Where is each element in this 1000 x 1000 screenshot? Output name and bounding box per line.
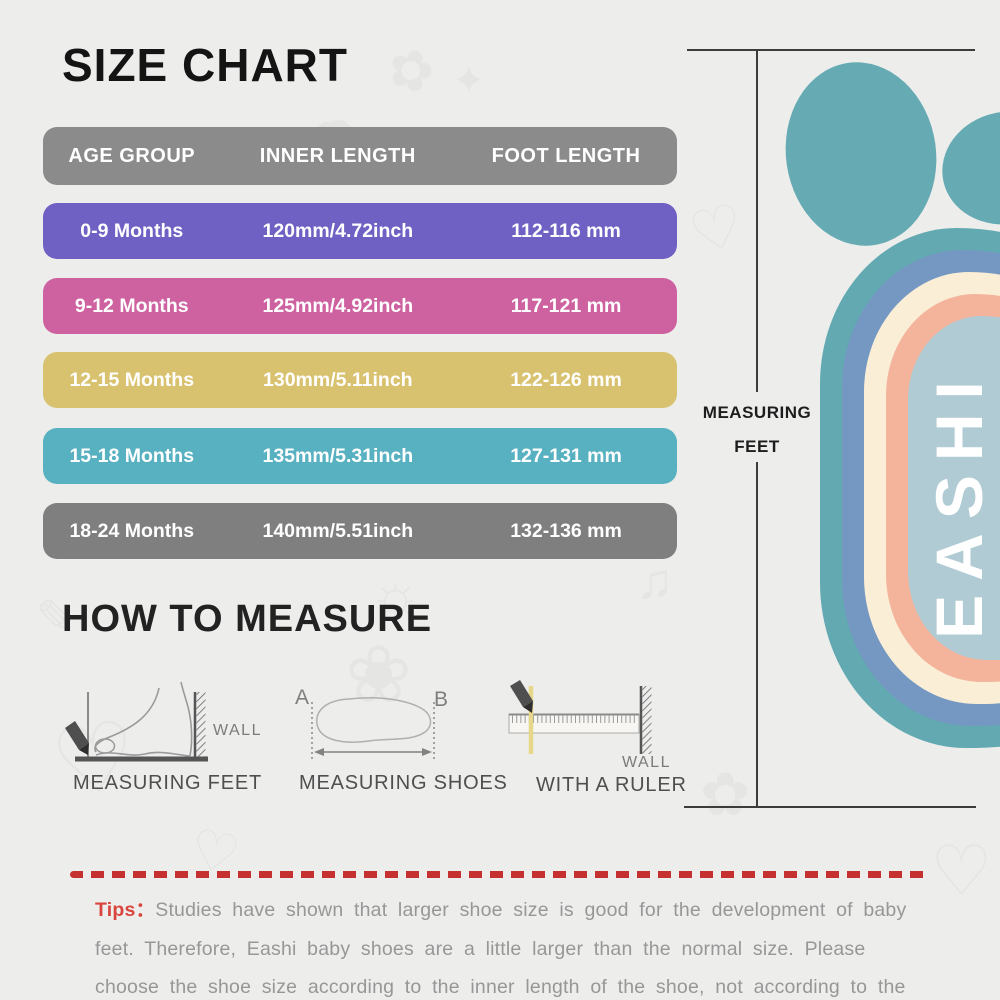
figure-measuring-feet: WALL MEASURING FEET [55,680,267,805]
how-to-measure-title: HOW TO MEASURE [62,598,433,640]
doodle-flower: ✿ [379,33,443,107]
doodle-flower: ✿ [700,761,751,828]
inner-length-value: 130mm/5.11inch [263,368,413,391]
figure-with-a-ruler: WALL WITH A RULER [503,680,686,805]
table-header-foot-length: FOOT LENGTH [491,144,641,167]
table-row: 15-18 Months 135mm/5.31inch 127-131 mm [43,428,677,484]
figure-caption: WITH A RULER [536,774,687,796]
pencil-icon [510,680,533,713]
age-group-value: 15-18 Months [69,444,195,467]
footprint-layer-inner [908,316,1000,660]
footprint-layer-outer [820,228,1000,748]
table-row: 9-12 Months 125mm/4.92inch 117-121 mm [43,278,677,334]
inner-length-value: 135mm/5.31inch [262,444,414,467]
table-row: 0-9 Months 120mm/4.72inch 112-116 mm [43,203,677,259]
footprint-second-toe [931,99,1000,237]
table-header-age-group: AGE GROUP [68,144,196,167]
tips-paragraph: Tips：Studies have shown that larger shoe… [95,891,919,1000]
measuring-feet-panel-label: MEASURING FEET [688,396,826,464]
age-group-value: 18-24 Months [69,519,195,542]
ruler-illustration [508,680,652,754]
measuring-shoes-illustration [311,696,435,760]
foot-length-value: 112-116 mm [511,219,621,242]
shoe-sole-outline-icon [316,696,432,743]
tips-label: Tips： [95,899,156,921]
measuring-feet-illustration [65,681,208,762]
figure-caption: MEASURING SHOES [299,772,508,794]
wall-label: WALL [622,754,671,771]
doodle-heart: ♡ [930,832,993,910]
age-group-value: 12-15 Months [69,368,195,391]
wall-hatch-icon [642,686,652,754]
footprint-big-toe [773,52,949,256]
foot-outline-icon [94,687,160,753]
panel-label-line2: FEET [734,437,780,456]
brand-logo-text: EASHI [922,367,996,639]
ruler-icon [508,713,640,734]
panel-label-line1: MEASURING [702,403,812,422]
table-header-row: AGE GROUP INNER LENGTH FOOT LENGTH [43,127,677,185]
age-group-value: 9-12 Months [74,294,189,317]
inner-length-value: 125mm/4.92inch [262,294,414,317]
dimension-line-vertical [756,462,758,806]
pencil-icon [65,721,89,755]
inner-length-value: 140mm/5.51inch [262,519,414,542]
tips-text: Studies have shown that larger shoe size… [95,899,907,998]
dimension-line-top [687,49,975,51]
doodle-heart: ♡ [682,190,751,269]
point-a-label: A [295,686,310,709]
doodle-star: ✦ [452,59,486,103]
figure-caption: MEASURING FEET [73,772,262,794]
inner-length-value: 120mm/4.72inch [262,219,414,242]
foot-length-value: 132-136 mm [510,519,622,542]
page-title: SIZE CHART [62,39,348,91]
foot-length-value: 117-121 mm [510,294,622,317]
double-arrow-icon [314,748,432,756]
table-row: 12-15 Months 130mm/5.11inch 122-126 mm [43,352,677,408]
doodle-note: ♫ [636,553,674,609]
wall-label: WALL [213,722,262,739]
foot-length-value: 127-131 mm [510,444,622,467]
wall-hatch-icon [196,692,206,758]
dimension-line-vertical [756,49,758,392]
age-group-value: 0-9 Months [80,219,184,242]
dimension-line-bottom [684,806,976,808]
figure-measuring-shoes: A B MEASURING SHOES [293,680,507,805]
point-b-label: B [434,688,449,711]
footprint-layer-blue [842,250,1000,726]
foot-length-value: 122-126 mm [510,368,622,391]
red-dashed-divider [70,871,930,878]
footprint-layer-salmon [886,294,1000,682]
table-row: 18-24 Months 140mm/5.51inch 132-136 mm [43,503,677,559]
table-header-inner-length: INNER LENGTH [259,144,416,167]
footprint-layer-cream [864,272,1000,704]
